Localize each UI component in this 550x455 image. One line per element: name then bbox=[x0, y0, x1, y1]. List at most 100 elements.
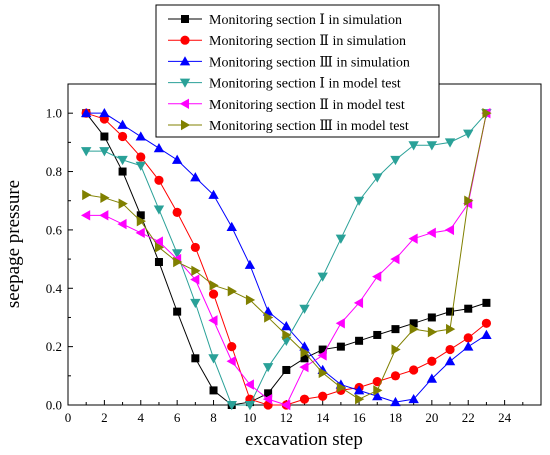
y-tick-label: 0.8 bbox=[46, 164, 62, 179]
legend-marker bbox=[180, 35, 190, 45]
data-point bbox=[372, 391, 383, 401]
x-tick-label: 14 bbox=[316, 410, 330, 425]
data-point bbox=[190, 274, 200, 285]
data-point bbox=[335, 318, 345, 329]
data-point bbox=[99, 210, 109, 221]
data-point bbox=[409, 323, 419, 335]
data-point bbox=[209, 280, 219, 291]
data-point bbox=[154, 258, 163, 267]
legend-entry: Monitoring section Ⅱ in model test bbox=[168, 98, 405, 113]
data-point bbox=[464, 195, 474, 206]
data-point bbox=[100, 192, 110, 204]
data-series bbox=[80, 107, 492, 411]
data-point bbox=[264, 389, 273, 398]
data-point bbox=[191, 265, 201, 276]
series-line bbox=[86, 112, 487, 406]
data-point bbox=[100, 132, 109, 141]
y-tick-label: 0.6 bbox=[46, 222, 63, 237]
legend-entry: Monitoring section Ⅲ in simulation bbox=[168, 55, 410, 70]
legend-label: Monitoring section Ⅰ in model test bbox=[209, 77, 401, 92]
data-point bbox=[117, 131, 128, 142]
y-axis-label: seepage pressure bbox=[3, 180, 24, 308]
x-tick-label: 0 bbox=[65, 410, 72, 425]
data-point bbox=[391, 325, 400, 334]
legend: Monitoring section Ⅰ in simulation Monito… bbox=[155, 4, 440, 138]
data-point bbox=[463, 333, 473, 343]
data-point bbox=[373, 385, 383, 396]
data-point bbox=[208, 289, 219, 299]
data-point bbox=[335, 234, 347, 244]
data-point bbox=[171, 249, 183, 259]
data-point bbox=[390, 155, 401, 166]
data-point bbox=[446, 323, 456, 335]
x-tick-label: 20 bbox=[425, 410, 438, 425]
data-point bbox=[426, 373, 438, 383]
data-point bbox=[353, 385, 365, 395]
x-tick-label: 2 bbox=[101, 410, 108, 425]
data-point bbox=[372, 377, 382, 387]
data-point bbox=[153, 205, 165, 215]
data-point bbox=[336, 382, 347, 393]
data-point bbox=[135, 161, 146, 171]
data-point bbox=[282, 329, 292, 341]
data-point bbox=[446, 307, 455, 316]
x-tick-label: 4 bbox=[138, 410, 145, 425]
series-line bbox=[86, 113, 487, 406]
data-point bbox=[281, 321, 292, 331]
data-point bbox=[136, 211, 145, 220]
x-tick-label: 8 bbox=[210, 410, 217, 425]
data-point bbox=[80, 107, 92, 118]
legend-entry: Monitoring section Ⅱ in simulation bbox=[168, 34, 406, 49]
data-point bbox=[481, 318, 492, 328]
data-point bbox=[444, 138, 456, 148]
data-point bbox=[99, 107, 110, 118]
series-line bbox=[86, 112, 487, 406]
data-point bbox=[282, 365, 291, 374]
data-point bbox=[426, 227, 436, 239]
data-point bbox=[426, 141, 438, 151]
x-tick-label: 18 bbox=[389, 410, 402, 425]
data-point bbox=[153, 236, 163, 247]
data-point bbox=[482, 107, 492, 119]
y-tick-label: 0.4 bbox=[46, 281, 63, 296]
data-point bbox=[317, 350, 327, 361]
y-tick-label: 0.0 bbox=[46, 398, 62, 413]
data-point bbox=[390, 371, 401, 381]
y-tick-label: 1.0 bbox=[46, 106, 62, 121]
data-point bbox=[99, 147, 110, 157]
data-point bbox=[353, 196, 365, 206]
data-point bbox=[318, 367, 328, 379]
data-point bbox=[463, 129, 474, 139]
data-point bbox=[299, 361, 309, 373]
legend-marker bbox=[179, 78, 191, 88]
series-line bbox=[85, 112, 487, 406]
data-point bbox=[80, 210, 91, 221]
data-point bbox=[208, 354, 219, 364]
data-point bbox=[208, 315, 218, 326]
data-point bbox=[244, 259, 256, 269]
data-point bbox=[244, 401, 256, 411]
data-point bbox=[245, 294, 256, 306]
data-point bbox=[409, 319, 418, 328]
data-point bbox=[171, 154, 183, 164]
legend-marker bbox=[179, 98, 189, 109]
data-point bbox=[117, 155, 128, 166]
legend-entry: Monitoring section Ⅰ in simulation bbox=[168, 13, 402, 28]
data-point bbox=[409, 365, 419, 375]
x-tick-label: 10 bbox=[243, 410, 256, 425]
data-point bbox=[136, 215, 146, 227]
data-point bbox=[408, 141, 419, 151]
data-point bbox=[317, 272, 328, 282]
series-6 bbox=[82, 107, 492, 405]
data-point bbox=[208, 189, 219, 199]
data-point bbox=[464, 304, 473, 313]
data-point bbox=[355, 393, 365, 405]
data-point bbox=[190, 242, 200, 253]
x-axis-label: excavation step bbox=[245, 429, 363, 450]
data-point bbox=[190, 298, 201, 309]
data-point bbox=[172, 207, 182, 217]
data-point bbox=[135, 227, 145, 239]
axis-ticks: 0 2 4 6 8 10 12 14 16 18 20 22 240.00.20.40.60.81.0 bbox=[46, 83, 524, 425]
data-point bbox=[318, 345, 327, 354]
